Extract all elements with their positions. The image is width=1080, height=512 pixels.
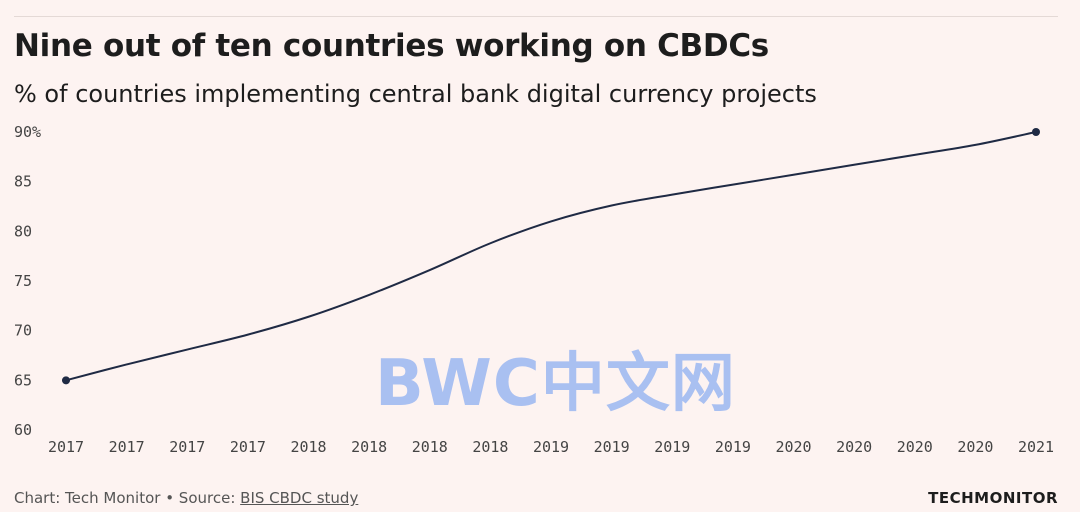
x-tick-label: 2018 [472,438,508,456]
x-tick-label: 2021 [1018,438,1054,456]
footer-credit: Chart: Tech Monitor • Source: BIS CBDC s… [14,489,358,507]
watermark: BWC中文网 [375,347,736,421]
x-tick-label: 2018 [351,438,387,456]
y-tick-label: 65 [14,371,32,389]
line-chart: 60 65 70 75 80 85 90% 2017 2017 2017 2017 2018 2018 2… [14,123,1054,456]
x-tick-label: 2019 [594,438,630,456]
y-tick-label: 70 [14,322,32,340]
end-point [1032,128,1040,136]
start-point [62,376,70,385]
x-tick-label: 2020 [957,438,993,456]
y-tick-label: 80 [14,222,32,240]
y-tick-label: 60 [14,421,32,439]
x-tick-label: 2020 [775,438,811,456]
y-tick-label: 90% [14,123,41,141]
y-tick-label: 75 [14,272,32,290]
x-tick-label: 2019 [533,438,569,456]
source-link[interactable]: BIS CBDC study [240,489,359,507]
series-line [65,131,1037,382]
x-tick-label: 2017 [48,438,84,456]
brand-logo: TECHMONITOR [928,489,1058,507]
x-tick-label: 2017 [169,438,205,456]
top-rule [14,16,1058,17]
x-tick-label: 2017 [109,438,145,456]
x-tick-label: 2018 [290,438,326,456]
x-tick-label: 2017 [230,438,266,456]
x-tick-label: 2020 [897,438,933,456]
x-tick-label: 2018 [412,438,448,456]
x-tick-label: 2019 [654,438,690,456]
y-tick-label: 85 [14,173,32,191]
chart-title: Nine out of ten countries working on CBD… [14,28,769,64]
x-tick-label: 2020 [836,438,872,456]
credit-text: Chart: Tech Monitor • Source: [14,489,241,507]
chart-subtitle: % of countries implementing central bank… [14,80,817,108]
x-tick-label: 2019 [715,438,751,456]
